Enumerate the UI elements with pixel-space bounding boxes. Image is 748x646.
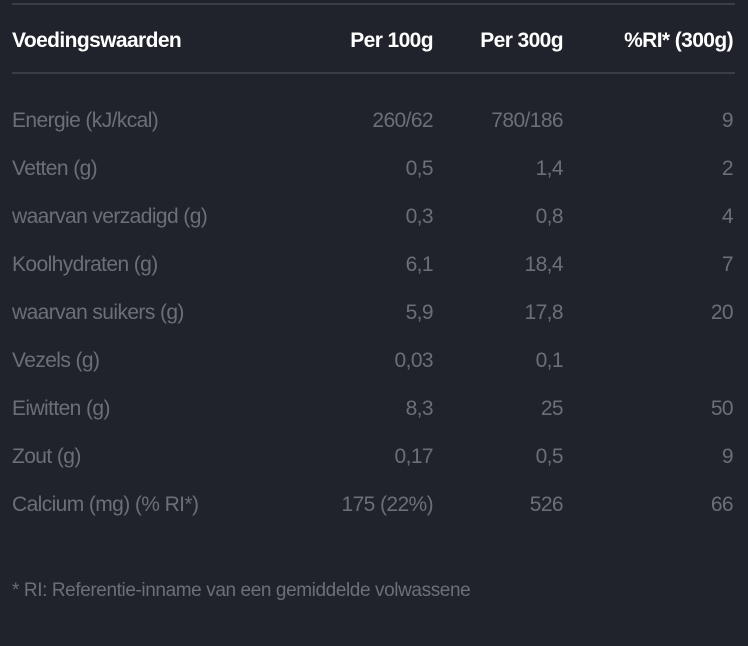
cell-per-100g: 0,17 — [394, 445, 434, 468]
cell-per-100g: 5,9 — [405, 301, 434, 324]
table-row: Vezels (g) 0,03 0,1 — [0, 346, 748, 376]
top-divider — [12, 3, 735, 5]
footnote: * RI: Referentie-inname van een gemiddel… — [12, 580, 471, 601]
cell-per-300g: 0,8 — [535, 205, 564, 228]
table-row: waarvan suikers (g) 5,9 17,8 20 — [0, 298, 748, 328]
cell-nutrient: Energie (kJ/kcal) — [12, 109, 159, 132]
cell-nutrient: waarvan verzadigd (g) — [12, 205, 208, 228]
cell-ri: 4 — [721, 205, 734, 228]
table-row: Calcium (mg) (% RI*) 175 (22%) 526 66 — [0, 490, 748, 520]
cell-nutrient: Eiwitten (g) — [12, 397, 110, 420]
cell-per-300g: 25 — [540, 397, 564, 420]
table-header: Voedingswaarden Per 100g Per 300g %RI* (… — [0, 26, 748, 56]
cell-nutrient: Zout (g) — [12, 445, 81, 468]
cell-per-100g: 0,03 — [394, 349, 434, 372]
cell-ri: 50 — [710, 397, 734, 420]
header-per-100g: Per 100g — [350, 29, 433, 52]
header-nutrient: Voedingswaarden — [12, 29, 182, 52]
cell-ri: 20 — [710, 301, 734, 324]
cell-per-300g: 780/186 — [491, 109, 563, 132]
cell-ri: 2 — [721, 157, 734, 180]
cell-nutrient: Calcium (mg) (% RI*) — [12, 493, 199, 516]
cell-per-100g: 0,3 — [405, 205, 434, 228]
table-row: Zout (g) 0,17 0,5 9 — [0, 442, 748, 472]
cell-per-300g: 1,4 — [535, 157, 564, 180]
cell-per-100g: 8,3 — [405, 397, 434, 420]
cell-ri: 9 — [721, 109, 734, 132]
cell-per-100g: 175 (22%) — [341, 493, 434, 516]
cell-nutrient: Vetten (g) — [12, 157, 98, 180]
table-row: Eiwitten (g) 8,3 25 50 — [0, 394, 748, 424]
cell-nutrient: Vezels (g) — [12, 349, 100, 372]
table-row: waarvan verzadigd (g) 0,3 0,8 4 — [0, 202, 748, 232]
cell-per-300g: 0,1 — [535, 349, 564, 372]
cell-per-300g: 18,4 — [524, 253, 564, 276]
header-divider — [12, 72, 735, 74]
cell-ri: 66 — [710, 493, 734, 516]
cell-per-300g: 17,8 — [524, 301, 564, 324]
cell-nutrient: Koolhydraten (g) — [12, 253, 158, 276]
table-row: Vetten (g) 0,5 1,4 2 — [0, 154, 748, 184]
header-ri: %RI* (300g) — [624, 29, 734, 52]
cell-ri: 7 — [721, 253, 734, 276]
cell-per-300g: 0,5 — [535, 445, 564, 468]
cell-nutrient: waarvan suikers (g) — [12, 301, 184, 324]
cell-per-100g: 6,1 — [405, 253, 434, 276]
table-row: Energie (kJ/kcal) 260/62 780/186 9 — [0, 106, 748, 136]
cell-per-300g: 526 — [529, 493, 564, 516]
cell-ri: 9 — [721, 445, 734, 468]
table-row: Koolhydraten (g) 6,1 18,4 7 — [0, 250, 748, 280]
cell-per-100g: 260/62 — [372, 109, 433, 132]
cell-per-100g: 0,5 — [405, 157, 434, 180]
header-per-300g: Per 300g — [480, 29, 563, 52]
